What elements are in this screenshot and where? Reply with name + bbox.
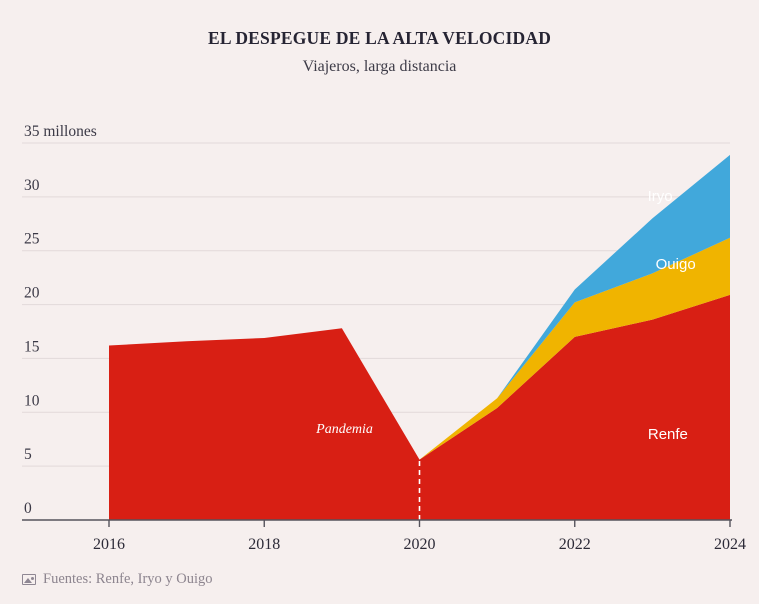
axis-lines xyxy=(22,519,732,527)
series-inline-labels: Renfe Ouigo Iryo xyxy=(648,188,696,443)
y-tick-label-30: 30 xyxy=(24,177,40,194)
x-axis-tick-labels: 2016 2018 2020 2022 2024 xyxy=(93,536,746,553)
chart-source-footer: Fuentes: Renfe, Iryo y Ouigo xyxy=(22,571,213,588)
x-tick-label-2016: 2016 xyxy=(93,536,125,553)
area-series-renfe xyxy=(109,294,730,520)
series-label-iryo: Iryo xyxy=(648,188,673,205)
y-tick-label-20: 20 xyxy=(24,285,40,302)
page-title: EL DESPEGUE DE LA ALTA VELOCIDAD xyxy=(207,28,552,48)
source-text: Fuentes: Renfe, Iryo y Ouigo xyxy=(43,571,213,587)
image-chart-icon xyxy=(22,574,36,585)
annotations-group: Pandemia xyxy=(315,422,421,520)
y-tick-label-25: 25 xyxy=(24,231,40,248)
y-tick-label-5: 5 xyxy=(24,446,32,463)
y-tick-label-15: 15 xyxy=(24,338,40,355)
x-tick-label-2018: 2018 xyxy=(248,536,280,553)
chart-subtitle: Viajeros, larga distancia xyxy=(302,58,457,75)
series-label-ouigo: Ouigo xyxy=(656,256,696,273)
x-tick-label-2024: 2024 xyxy=(714,536,746,553)
area-series-group xyxy=(109,154,730,520)
series-label-renfe: Renfe xyxy=(648,426,688,443)
y-axis-tick-labels: 0 5 10 15 20 25 30 35 millones xyxy=(24,123,97,517)
y-tick-label-10: 10 xyxy=(24,392,40,409)
x-tick-label-2020: 2020 xyxy=(404,536,436,553)
annotation-label-pandemia: Pandemia xyxy=(315,422,373,437)
chart-plot-area: Pandemia 0 5 10 15 20 25 30 35 millones 2016 201… xyxy=(0,104,759,554)
y-tick-label-0: 0 xyxy=(24,500,32,517)
x-tick-label-2022: 2022 xyxy=(559,536,591,553)
y-tick-label-35: 35 millones xyxy=(24,123,97,140)
chart-header: EL DESPEGUE DE LA ALTA VELOCIDAD Viajero… xyxy=(0,0,759,76)
